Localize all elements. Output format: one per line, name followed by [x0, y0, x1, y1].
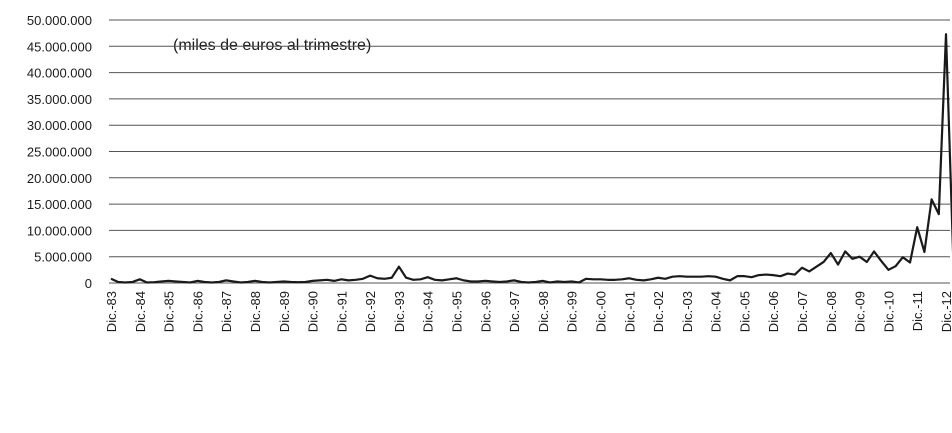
x-tick-label: Dic.-03: [680, 291, 695, 332]
x-tick-label: Dic.-10: [881, 291, 896, 332]
y-tick-label: 15.000.000: [27, 197, 92, 212]
x-tick-label: Dic.-94: [421, 291, 436, 332]
y-tick-label: 20.000.000: [27, 171, 92, 186]
x-tick-label: Dic.-91: [334, 291, 349, 332]
x-tick-label: Dic.-06: [766, 291, 781, 332]
y-tick-label: 40.000.000: [27, 66, 92, 81]
x-tick-label: Dic.-04: [709, 291, 724, 332]
annotation: (miles de euros al trimestre): [173, 37, 371, 54]
x-tick-label: Dic.-97: [507, 291, 522, 332]
x-tick-label: Dic.-84: [133, 291, 148, 332]
x-tick-label: Dic.-95: [450, 291, 465, 332]
x-tick-label: Dic.-02: [651, 291, 666, 332]
y-tick-label: 35.000.000: [27, 92, 92, 107]
x-tick-label: Dic.-09: [853, 291, 868, 332]
x-tick-label: Dic.-86: [190, 291, 205, 332]
x-tick-label: Dic.-90: [306, 291, 321, 332]
x-tick-label: Dic.-89: [277, 291, 292, 332]
y-tick-label: 45.000.000: [27, 39, 92, 54]
y-tick-label: 50.000.000: [27, 13, 92, 28]
x-tick-label: Dic.-85: [162, 291, 177, 332]
x-tick-label: Dic.-11: [910, 291, 925, 331]
x-tick-label: Dic.-87: [219, 291, 234, 332]
x-tick-label: Dic.-99: [565, 291, 580, 332]
x-tick-label: Dic.-92: [363, 291, 378, 332]
y-tick-label: 30.000.000: [27, 118, 92, 133]
x-tick-label: Dic.-96: [478, 291, 493, 332]
x-tick-label: Dic.-05: [737, 291, 752, 332]
x-tick-label: Dic.-00: [593, 291, 608, 332]
x-tick-label: Dic.-93: [392, 291, 407, 332]
x-tick-label: Dic.-12: [939, 291, 952, 332]
y-tick-label: 5.000.000: [34, 250, 92, 265]
x-tick-label: Dic.-88: [248, 291, 263, 332]
x-tick-label: Dic.-07: [795, 291, 810, 332]
x-tick-label: Dic.-01: [622, 291, 637, 332]
data-line: [110, 33, 952, 284]
y-tick-label: 0: [85, 276, 92, 291]
x-tick-label: Dic.-98: [536, 291, 551, 332]
y-tick-label: 25.000.000: [27, 145, 92, 160]
x-tick-label: Dic.-83: [104, 291, 119, 332]
y-tick-label: 10.000.000: [27, 223, 92, 238]
x-tick-label: Dic.-08: [824, 291, 839, 332]
